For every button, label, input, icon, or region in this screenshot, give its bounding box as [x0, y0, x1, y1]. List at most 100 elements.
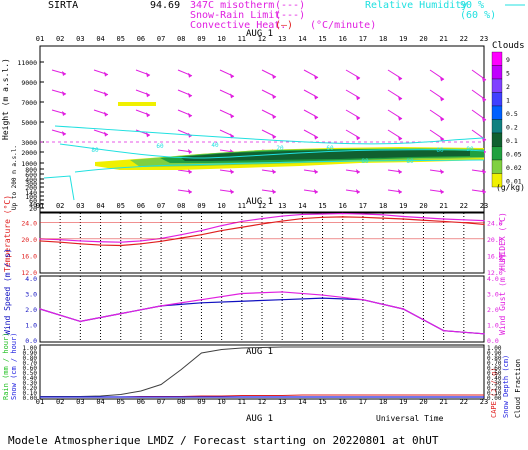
legend-swatch: [491, 132, 503, 147]
rh-contour: [54, 125, 485, 145]
temp-point: [220, 229, 223, 232]
temp-point: [362, 213, 364, 215]
temp-point: [261, 223, 263, 225]
wind-arrow-head: [62, 131, 66, 136]
hour-tick-label: 10: [217, 398, 225, 406]
wind-arrow-head: [62, 111, 66, 116]
hour-tick-label: 18: [379, 202, 387, 210]
rain-tick-label-right: 0.40: [487, 375, 502, 382]
legend-swatch: [491, 92, 503, 107]
wind-arrow-head: [440, 116, 444, 122]
legend-swatch: [491, 173, 503, 188]
hour-tick-label: 15: [318, 35, 326, 43]
temp-point: [160, 240, 162, 243]
wind-arrow-head: [440, 189, 444, 194]
wind-arrow-head: [272, 74, 276, 79]
temp-point: [402, 218, 405, 220]
legend-swatch: [491, 105, 503, 120]
legend-tick-label: 0.02: [506, 164, 522, 172]
chart-marks: 01 02 03 04 05 06 07 08 09 10 11 12 13 14 15 16 17 18 19 20…: [17, 35, 502, 406]
legend-tick-label: 0.05: [506, 151, 522, 159]
wind-arrow-head: [272, 189, 276, 194]
wind-arrow-head: [230, 73, 234, 79]
hour-tick-label: 02: [56, 202, 64, 210]
wind-point: [321, 297, 324, 299]
hour-tick-label: 18: [379, 398, 387, 406]
temp-point: [341, 216, 344, 218]
hour-tick-label: 09: [197, 398, 205, 406]
wind-point: [362, 298, 364, 301]
rain-tick-label: 0.30: [23, 380, 38, 387]
temp-point: [200, 229, 203, 232]
wind-point: [281, 291, 283, 293]
rain-tick-label: 0.70: [23, 360, 38, 367]
hour-tick-label: 05: [117, 202, 125, 210]
wind-arrow-head: [230, 133, 234, 139]
wind-tick-label-right: 0.0: [487, 337, 499, 345]
wind-point: [241, 300, 243, 303]
temp-point: [180, 233, 183, 236]
height-tick-label: 100: [25, 193, 37, 201]
wind-tick-label-right: 1.0: [487, 322, 499, 330]
wind-arrow-head: [314, 74, 318, 80]
temp-tick-label: 12.0: [21, 269, 37, 277]
temp-point: [483, 223, 485, 226]
rh-label: Relative Humidity: [365, 0, 467, 11]
height-tick-label: 9000: [21, 79, 37, 87]
coords-label: 94.69: [150, 0, 180, 11]
rain-tick-label: 0.60: [23, 365, 38, 372]
hour-tick-label: 15: [318, 398, 326, 406]
humidex-axis-label: HUMIDEX (°C): [498, 212, 507, 270]
legend-tick-label: 5: [506, 70, 510, 78]
rain-tick-label-right: 0.10: [487, 390, 502, 397]
wind-arrow-head: [188, 92, 192, 98]
snow-rain-sym: (---): [275, 10, 305, 21]
temp-point: [39, 240, 41, 242]
temp-tick-label-right: 16.0: [487, 252, 503, 260]
rain-tick-label-right: 0.20: [487, 385, 502, 392]
wind-arrow-head: [440, 96, 444, 102]
height-axis-label2: Up to 200 m a.s.l.: [11, 145, 18, 210]
wind-arrow-head: [482, 77, 486, 82]
temp-point: [463, 219, 465, 221]
wind-arrow-head: [356, 135, 360, 141]
height-tick-label: 20: [29, 205, 37, 213]
height-tick-label: 7000: [21, 99, 37, 107]
temp-tick-label-right: 24.0: [487, 219, 503, 227]
height-tick-label: 800: [25, 166, 37, 174]
hour-tick-label: 14: [298, 398, 306, 406]
wind-arrow-head: [482, 169, 486, 174]
gust-axis-label: Wind Gust (m / s): [498, 253, 507, 335]
hour-tick-label: 06: [137, 35, 145, 43]
hour-tick-label: 06: [137, 398, 145, 406]
rain-axis-label: Rain (mm / hour): [2, 333, 10, 400]
wind-tick-label: 1.0: [25, 322, 37, 330]
wind-arrow-head: [230, 93, 234, 99]
hour-tick-label: 15: [318, 202, 326, 210]
height-tick-label: 200: [25, 184, 37, 192]
wind-arrow-head: [272, 169, 276, 174]
hour-tick-label: 04: [96, 398, 104, 406]
temp-point: [261, 217, 263, 220]
wind-point: [483, 333, 485, 335]
temp-tick-label: 16.0: [21, 252, 37, 260]
rain-tick-label-right: 0.80: [487, 355, 502, 362]
wind-arrow-head: [314, 94, 318, 100]
wind-point: [442, 329, 445, 332]
temp-point: [79, 243, 82, 245]
conv-heat-unit: (°C/minute): [310, 20, 376, 31]
hour-tick-label: 02: [56, 35, 64, 43]
height-tick-label: 400: [25, 176, 37, 184]
hour-tick-label: 03: [76, 202, 84, 210]
wind-arrow-head: [62, 91, 66, 96]
snow-rain-label: Snow-Rain Limit: [190, 10, 280, 21]
wind-arrow-head: [230, 169, 234, 174]
wind-arrow-head: [146, 132, 150, 138]
temp-point: [140, 243, 142, 245]
temp-point: [422, 216, 425, 219]
wind-point: [402, 308, 405, 310]
legend-unit: (g/kg): [496, 183, 525, 192]
temp-point: [59, 238, 61, 241]
hour-tick-label: 22: [460, 202, 468, 210]
height-tick-label: 3000: [21, 139, 37, 147]
